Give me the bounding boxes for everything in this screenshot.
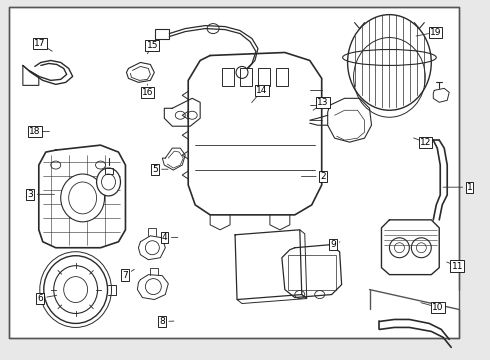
Text: 8: 8 [159,317,165,326]
Bar [104,168,113,174]
Ellipse shape [54,266,98,314]
Bar [288,255,336,289]
Bar [222,68,234,86]
Text: 7: 7 [122,270,128,279]
Ellipse shape [97,168,121,196]
Ellipse shape [412,238,431,258]
Ellipse shape [61,174,104,222]
Bar [155,28,169,39]
Text: 12: 12 [420,138,431,147]
Text: 10: 10 [432,303,443,312]
Ellipse shape [236,67,248,78]
Bar [240,68,252,86]
Text: 9: 9 [330,240,336,249]
Text: 1: 1 [466,183,472,192]
Bar [276,68,288,86]
Ellipse shape [347,15,431,110]
Text: 6: 6 [37,294,43,303]
Text: 16: 16 [142,87,153,96]
Text: 15: 15 [147,41,158,50]
Ellipse shape [44,256,107,323]
Text: 17: 17 [34,39,46,48]
Text: 18: 18 [29,127,41,136]
Ellipse shape [390,238,409,258]
Text: 3: 3 [27,190,33,199]
Text: 13: 13 [318,98,329,107]
Text: 14: 14 [256,86,268,95]
Text: 11: 11 [452,262,463,271]
Text: 19: 19 [430,28,441,37]
Bar [258,68,270,86]
Text: 4: 4 [162,233,167,242]
Text: 2: 2 [320,172,326,181]
Text: 5: 5 [152,165,158,174]
